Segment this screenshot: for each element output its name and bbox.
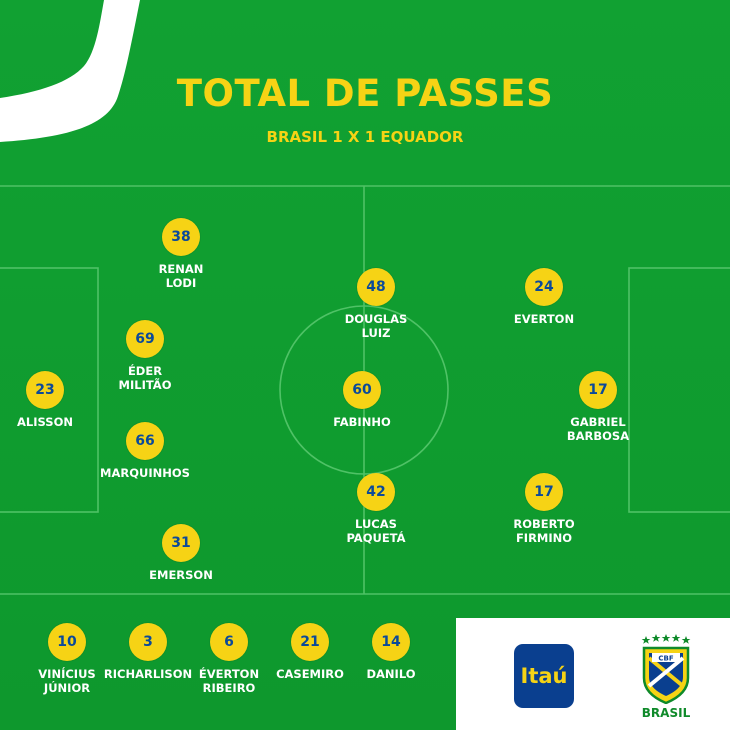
page-title: TOTAL DE PASSES [176, 72, 554, 115]
itau-logo-text: Itaú [520, 664, 568, 688]
player-name: LUCAS PAQUETÁ [346, 517, 406, 545]
cbf-crest-icon [641, 634, 691, 704]
pass-count-badge: 23 [26, 371, 64, 409]
player-name: GABRIEL BARBOSA [566, 415, 630, 443]
pass-count-badge: 66 [126, 422, 164, 460]
player-marquinhos: 66 MARQUINHOS [85, 422, 205, 480]
player-name: VINÍCIUS JÚNIOR [38, 667, 96, 695]
player-name: RENAN LODI [158, 262, 204, 290]
pass-count-badge: 21 [291, 623, 329, 661]
player-name: ROBERTO FIRMINO [513, 517, 575, 545]
player-renan-lodi: 38 RENAN LODI [121, 218, 241, 290]
pass-count-badge: 17 [579, 371, 617, 409]
pass-count-badge: 24 [525, 268, 563, 306]
swoosh-decoration [0, 0, 140, 142]
sub-danilo: 14 DANILO [331, 623, 451, 681]
player-name: EMERSON [149, 568, 213, 582]
player-alisson: 23 ALISSON [0, 371, 105, 429]
player-lucas-paqueta: 42 LUCAS PAQUETÁ [316, 473, 436, 545]
player-name: MARQUINHOS [100, 466, 190, 480]
pass-count-badge: 14 [372, 623, 410, 661]
player-name: DOUGLAS LUIZ [344, 312, 408, 340]
player-everton: 24 EVERTON [484, 268, 604, 326]
player-name: ÉDER MILITÃO [118, 364, 172, 392]
pass-count-badge: 10 [48, 623, 86, 661]
player-name: FABINHO [333, 415, 391, 429]
player-emerson: 31 EMERSON [121, 524, 241, 582]
player-douglas-luiz: 48 DOUGLAS LUIZ [316, 268, 436, 340]
player-eder-militao: 69 ÉDER MILITÃO [85, 320, 205, 392]
player-name: EVERTON [513, 312, 575, 326]
pass-count-badge: 17 [525, 473, 563, 511]
sub-richarlison: 3 RICHARLISON [88, 623, 208, 681]
sub-vinicius-junior: 10 VINÍCIUS JÚNIOR [7, 623, 127, 695]
sub-casemiro: 21 CASEMIRO [250, 623, 370, 681]
player-name: DANILO [366, 667, 416, 681]
player-roberto-firmino: 17 ROBERTO FIRMINO [484, 473, 604, 545]
match-subtitle: BRASIL 1 X 1 EQUADOR [266, 128, 464, 146]
pass-count-badge: 38 [162, 218, 200, 256]
pass-count-badge: 69 [126, 320, 164, 358]
itau-logo: Itaú [514, 644, 574, 708]
player-name: CASEMIRO [276, 667, 344, 681]
player-fabinho: 60 FABINHO [302, 371, 422, 429]
sponsor-panel: Itaú CBF BRASIL [456, 618, 730, 730]
pass-count-badge: 6 [210, 623, 248, 661]
player-name: RICHARLISON [103, 667, 193, 681]
pass-count-badge: 60 [343, 371, 381, 409]
pass-count-badge: 3 [129, 623, 167, 661]
pass-count-badge: 48 [357, 268, 395, 306]
player-name: ÉVERTON RIBEIRO [198, 667, 260, 695]
cbf-label: BRASIL [641, 706, 691, 720]
player-gabriel-barbosa: 17 GABRIEL BARBOSA [538, 371, 658, 443]
pass-count-badge: 42 [357, 473, 395, 511]
sub-everton-ribeiro: 6 ÉVERTON RIBEIRO [169, 623, 289, 695]
cbf-letters: CBF [658, 655, 673, 663]
cbf-crest-letters: CBF [658, 655, 673, 663]
player-name: ALISSON [17, 415, 73, 429]
pass-count-badge: 31 [162, 524, 200, 562]
